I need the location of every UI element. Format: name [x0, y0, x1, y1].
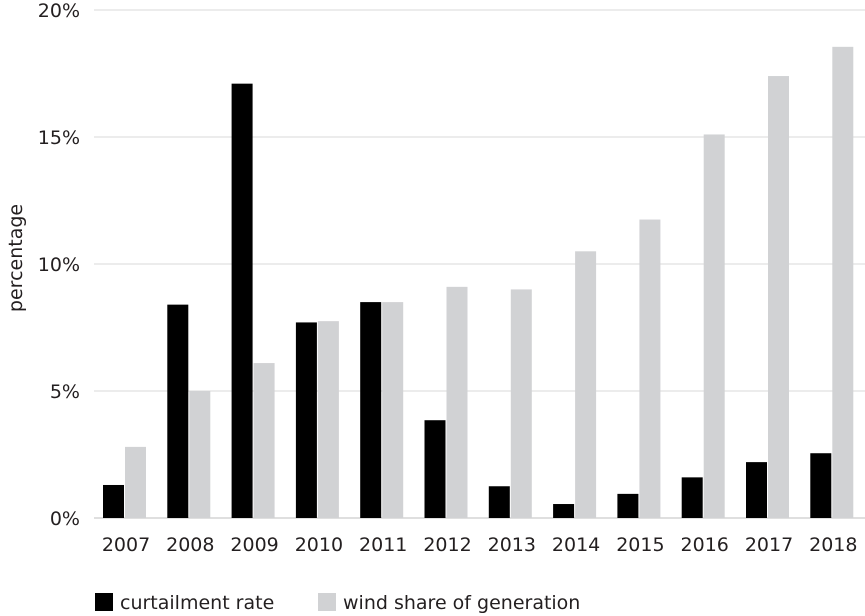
bar-curtailment-2011 — [360, 302, 382, 518]
x-tick-label-2017: 2017 — [745, 534, 793, 556]
y-tick-label-15: 15% — [38, 127, 80, 149]
bar-wind-share-2016 — [703, 134, 725, 518]
bar-wind-share-2008 — [189, 391, 211, 518]
x-tick-labels: 2007 2008 2009 2010 2011 2012 2013 2014 2015 2016… — [102, 534, 858, 556]
x-tick-label-2008: 2008 — [166, 534, 214, 556]
x-tick-label-2013: 2013 — [488, 534, 536, 556]
legend-swatch-wind-share — [318, 593, 336, 611]
bar-curtailment-2009 — [231, 83, 253, 518]
x-tick-label-2016: 2016 — [681, 534, 729, 556]
bar-curtailment-2017 — [746, 462, 767, 518]
y-tick-label-20: 20% — [38, 0, 80, 22]
bar-curtailment-2015 — [617, 493, 639, 518]
x-tick-label-2012: 2012 — [423, 534, 471, 556]
legend-label-wind-share: wind share of generation — [343, 592, 580, 614]
bar-wind-share-2013 — [510, 289, 532, 518]
y-tick-label-0: 0% — [50, 508, 80, 530]
legend-swatch-curtailment — [95, 593, 113, 611]
y-tick-label-5: 5% — [50, 381, 80, 403]
bar-curtailment-2013 — [488, 486, 510, 518]
bar-wind-share-2009 — [253, 363, 275, 518]
legend-label-curtailment: curtailment rate — [120, 592, 274, 614]
bar-curtailment-2010 — [295, 322, 317, 518]
bar-curtailment-2018 — [810, 453, 832, 518]
bar-wind-share-2014 — [575, 251, 597, 519]
x-tick-label-2011: 2011 — [359, 534, 407, 556]
x-tick-label-2007: 2007 — [102, 534, 150, 556]
bar-curtailment-2016 — [681, 477, 703, 518]
bar-series — [103, 46, 854, 519]
x-tick-label-2015: 2015 — [616, 534, 664, 556]
legend: curtailment rate wind share of generation — [95, 592, 580, 614]
bar-wind-share-2015 — [639, 219, 661, 519]
x-tick-label-2010: 2010 — [295, 534, 343, 556]
bar-curtailment-2008 — [167, 304, 189, 518]
y-axis-title: percentage — [5, 204, 27, 312]
x-tick-label-2009: 2009 — [230, 534, 278, 556]
x-tick-label-2014: 2014 — [552, 534, 600, 556]
y-gridlines — [94, 9, 865, 519]
y-tick-label-10: 10% — [38, 254, 80, 276]
bar-curtailment-2007 — [103, 484, 124, 518]
bar-curtailment-2014 — [553, 504, 575, 518]
bar-wind-share-2011 — [382, 302, 404, 518]
bar-wind-share-2017 — [768, 76, 789, 518]
x-tick-label-2018: 2018 — [809, 534, 857, 556]
bar-wind-share-2012 — [446, 286, 468, 518]
bar-curtailment-2012 — [424, 420, 446, 518]
bar-wind-share-2010 — [317, 321, 339, 518]
bar-wind-share-2007 — [125, 446, 146, 518]
y-tick-labels: 0% 5% 10% 15% 20% — [38, 0, 80, 530]
bar-wind-share-2018 — [832, 46, 854, 519]
